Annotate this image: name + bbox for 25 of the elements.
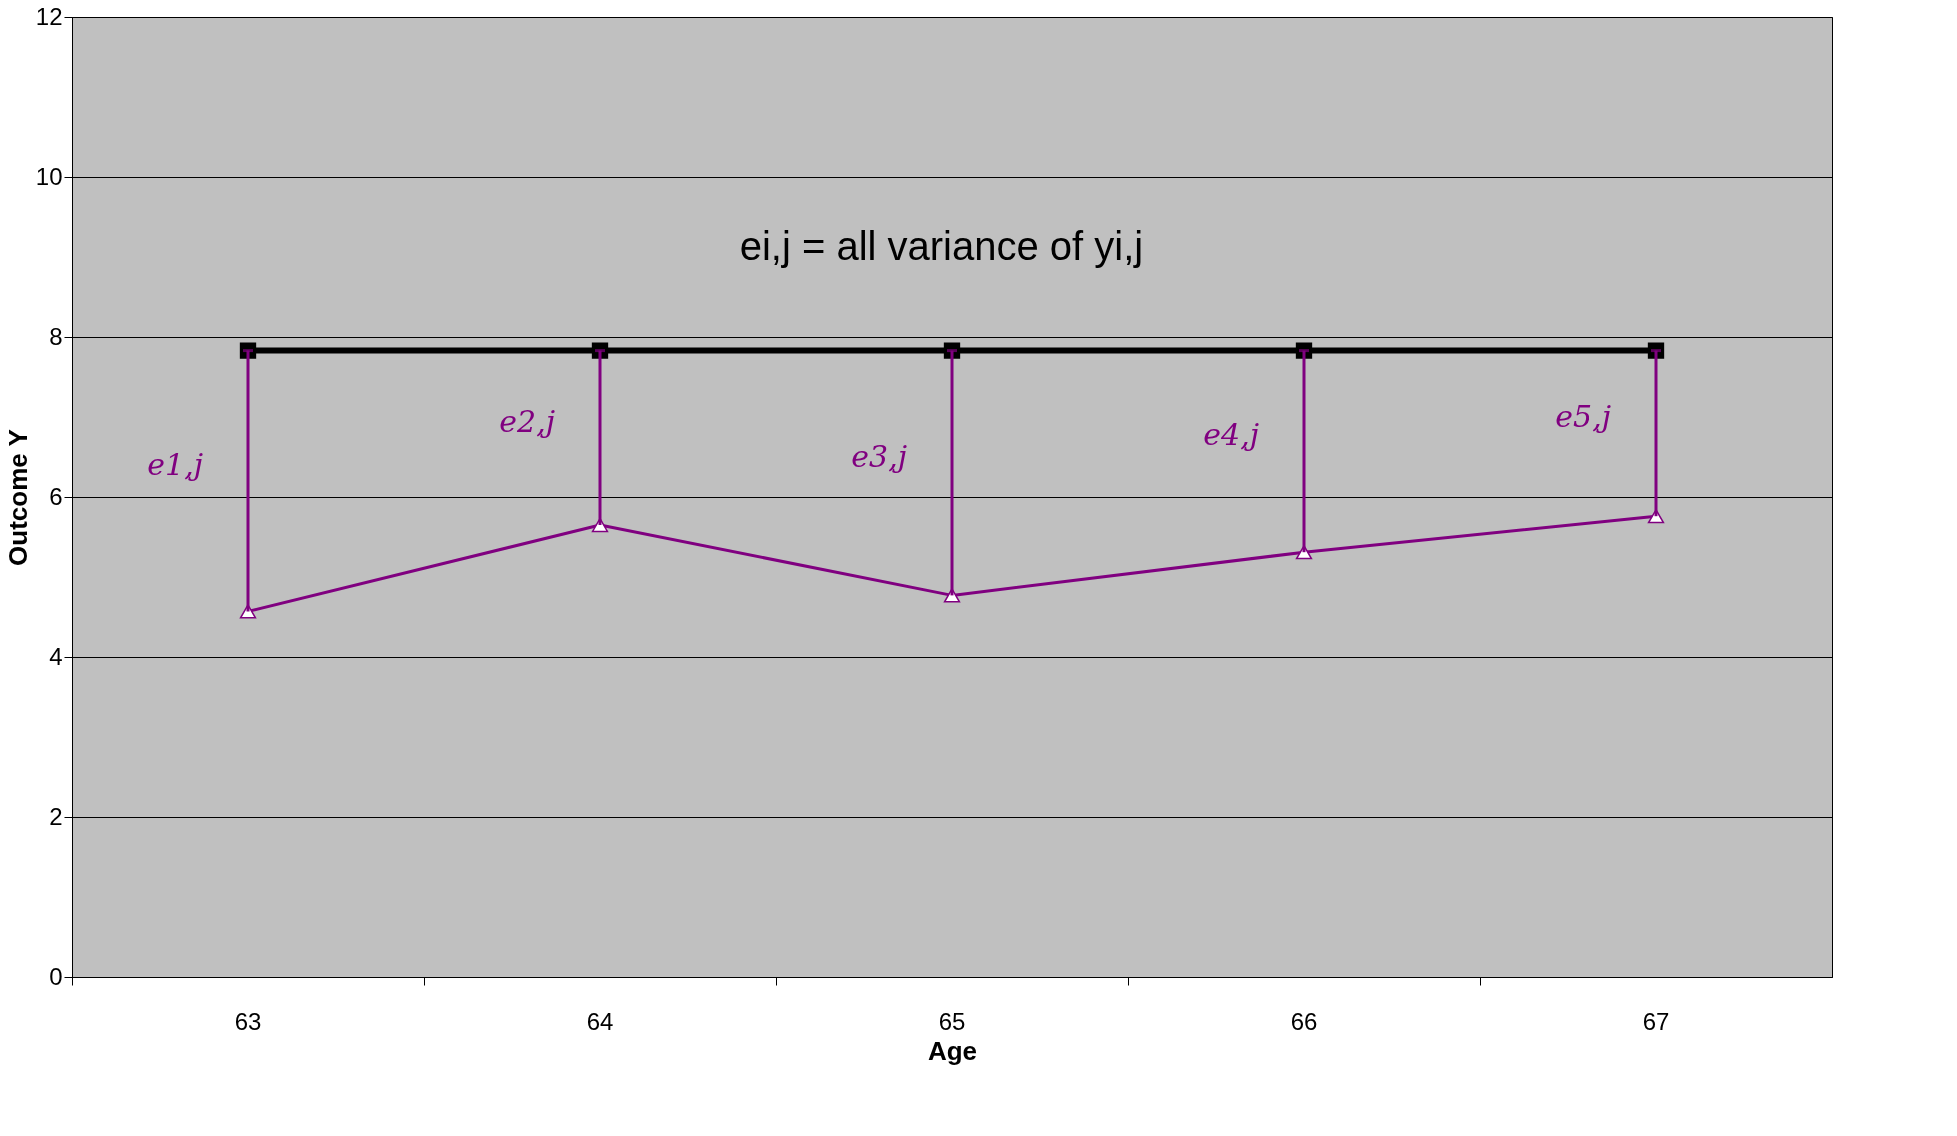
point xyxy=(943,342,961,359)
x-axis-title: Age xyxy=(927,1035,978,1066)
y-tick-label: 10 xyxy=(35,162,63,190)
annotation: e1,j xyxy=(147,447,203,482)
annotation: ei,j = all variance of yi,j xyxy=(739,224,1144,269)
y-tick-label: 12 xyxy=(35,2,63,30)
x-tick-label: 63 xyxy=(234,1007,262,1035)
annotation: e2,j xyxy=(499,403,555,439)
y-tick-label: 6 xyxy=(49,482,63,510)
x-tick-label: 65 xyxy=(938,1007,966,1035)
annotation: e4,j xyxy=(1203,417,1259,453)
x-tick-label: 64 xyxy=(586,1007,614,1035)
y-tick-label: 2 xyxy=(49,802,63,830)
y-tick-label: 0 xyxy=(49,962,63,990)
y-tick-label: 8 xyxy=(49,322,63,350)
annotation: e5,j xyxy=(1555,399,1611,435)
y-tick-label: 4 xyxy=(49,642,63,670)
point xyxy=(1647,342,1665,359)
point xyxy=(1295,342,1313,359)
x-tick-label: 66 xyxy=(1290,1007,1318,1035)
annotation: e3,j xyxy=(851,439,907,474)
x-tick-label: 67 xyxy=(1642,1007,1670,1035)
y-axis-title: Outcome Y xyxy=(2,429,33,566)
point xyxy=(591,342,609,359)
point xyxy=(239,342,257,359)
